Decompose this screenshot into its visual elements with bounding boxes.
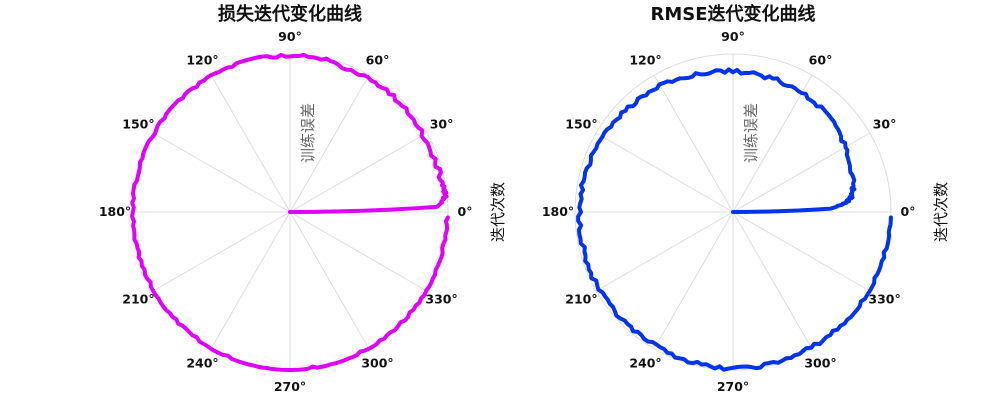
angle-tick-label: 240° [629,356,661,371]
angle-tick-label: 120° [629,52,661,67]
angle-tick-label: 30° [873,117,897,132]
angle-tick-label: 90° [278,29,302,44]
rmse-polar-chart: RMSE迭代变化曲线 0° 30° 60° 90° 120° 150° 180° 210° 24… [542,3,950,394]
loss-angular-label: 迭代次数 [489,182,507,242]
rmse-radial-label: 训练误差 [742,103,760,163]
angle-tick-label: 210° [565,292,597,307]
angle-tick-label: 150° [122,117,154,132]
angle-tick-label: 120° [186,52,218,67]
angle-tick-label: 0° [458,204,473,219]
radial-gridline [595,211,734,292]
angle-tick-label: 90° [721,29,745,44]
radial-gridline [289,211,428,292]
angle-tick-label: 30° [430,117,454,132]
angle-tick-label: 270° [274,379,306,394]
radial-gridline [732,74,813,213]
angle-tick-label: 300° [804,356,836,371]
loss-series-line [130,52,450,372]
angle-tick-label: 60° [366,52,390,67]
loss-angle-ticks: 0° 30° 60° 90° 120° 150° 180° 210° 240° 270° 300° 3… [99,29,473,394]
angle-tick-label: 180° [542,204,574,219]
radial-gridline [732,211,813,350]
loss-radial-label: 训练误差 [299,103,317,163]
rmse-chart-title: RMSE迭代变化曲线 [650,3,815,25]
radial-gridline [732,211,871,292]
radial-gridline [210,74,291,213]
angle-tick-label: 0° [901,204,916,219]
rmse-angle-ticks: 0° 30° 60° 90° 120° 150° 180° 210° 240° 270° 300° 3… [542,29,916,394]
rmse-grid [574,53,892,371]
angle-tick-label: 270° [717,379,749,394]
radial-gridline [653,74,734,213]
loss-chart-title: 损失迭代变化曲线 [218,3,362,25]
radial-gridline [595,132,734,213]
radial-gridline [653,211,734,350]
angle-tick-label: 180° [99,204,131,219]
rmse-series-line [576,67,893,372]
radial-gridline [289,211,370,350]
angle-tick-label: 330° [425,292,457,307]
radial-gridline [210,211,291,350]
rmse-angular-label: 迭代次数 [932,182,950,242]
radial-gridline [152,132,291,213]
radial-gridline [289,74,370,213]
radial-gridline [289,132,428,213]
angle-tick-label: 240° [186,356,218,371]
angle-tick-label: 150° [565,117,597,132]
angle-tick-label: 210° [122,292,154,307]
angle-tick-label: 330° [868,292,900,307]
angle-tick-label: 300° [361,356,393,371]
radial-gridline [152,211,291,292]
angle-tick-label: 60° [809,52,833,67]
loss-polar-chart: 损失迭代变化曲线 0° 30° 60° 90° 120° 150° 180° 210° 240°… [99,3,507,394]
